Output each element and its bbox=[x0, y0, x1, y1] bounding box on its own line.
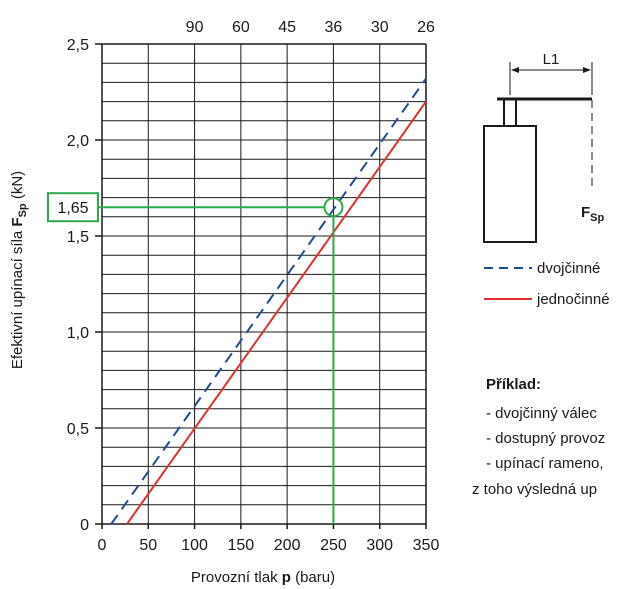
top-axis-label: 60 bbox=[232, 19, 250, 36]
x-tick-label: 150 bbox=[228, 537, 255, 554]
marker-label-box bbox=[47, 192, 99, 223]
y-tick-label: 1,5 bbox=[67, 229, 89, 246]
force-label: FSp bbox=[581, 204, 605, 224]
x-tick-label: 100 bbox=[181, 537, 208, 554]
example-line: z toho výsledná up bbox=[472, 481, 597, 498]
y-tick-label: 1,0 bbox=[67, 325, 89, 342]
y-tick-label: 2,0 bbox=[67, 133, 89, 150]
x-tick-label: 250 bbox=[320, 537, 347, 554]
cylinder-body bbox=[483, 125, 537, 243]
x-tick-label: 300 bbox=[366, 537, 393, 554]
example-box: Příklad: - dvojčinný válec - dostupný pr… bbox=[472, 376, 605, 498]
example-line: - dostupný provoz bbox=[486, 430, 605, 447]
marker-label: 1,65 bbox=[57, 200, 88, 217]
example-line: - dvojčinný válec bbox=[486, 405, 597, 422]
y-tick-label: 0 bbox=[80, 517, 89, 534]
top-axis-label: 26 bbox=[417, 19, 435, 36]
x-tick-label: 50 bbox=[139, 537, 157, 554]
legend-single-label: jednočinné bbox=[536, 291, 610, 308]
marker-circle bbox=[323, 197, 344, 218]
x-axis-label: Provozní tlak p (baru) bbox=[191, 569, 335, 586]
series-line-single bbox=[126, 101, 427, 525]
legend-double-label: dvojčinné bbox=[537, 260, 600, 277]
grid bbox=[95, 43, 427, 529]
top-axis-label: 45 bbox=[278, 19, 296, 36]
piston-rod bbox=[503, 98, 517, 127]
y-tick-label: 2,5 bbox=[67, 37, 89, 54]
legend: dvojčinné jednočinné bbox=[484, 260, 610, 308]
example-marker: 1,65 bbox=[47, 192, 344, 524]
x-tick-label: 350 bbox=[413, 537, 440, 554]
top-axis-label: 30 bbox=[371, 19, 389, 36]
x-tick-label: 0 bbox=[98, 537, 107, 554]
series-layer bbox=[110, 77, 427, 525]
y-tick-label: 0,5 bbox=[67, 421, 89, 438]
tick-labels: 0 0,5 1,0 1,5 2,0 2,5 0 50 100 150 200 250 300 350 90 6… bbox=[67, 19, 440, 554]
l1-arrow-right bbox=[583, 67, 591, 73]
cylinder-diagram: L1 FSp bbox=[483, 51, 605, 243]
y-axis-label: Efektivní upínací síla FSp (kN) bbox=[9, 171, 29, 369]
top-axis-label: 36 bbox=[325, 19, 343, 36]
x-tick-label: 200 bbox=[274, 537, 301, 554]
series-line-double bbox=[110, 77, 427, 525]
top-axis-label: 90 bbox=[186, 19, 204, 36]
l1-arrow-left bbox=[511, 67, 519, 73]
example-line: - upínací rameno, bbox=[486, 455, 604, 472]
example-title: Příklad: bbox=[486, 376, 541, 393]
l1-label: L1 bbox=[543, 51, 560, 68]
